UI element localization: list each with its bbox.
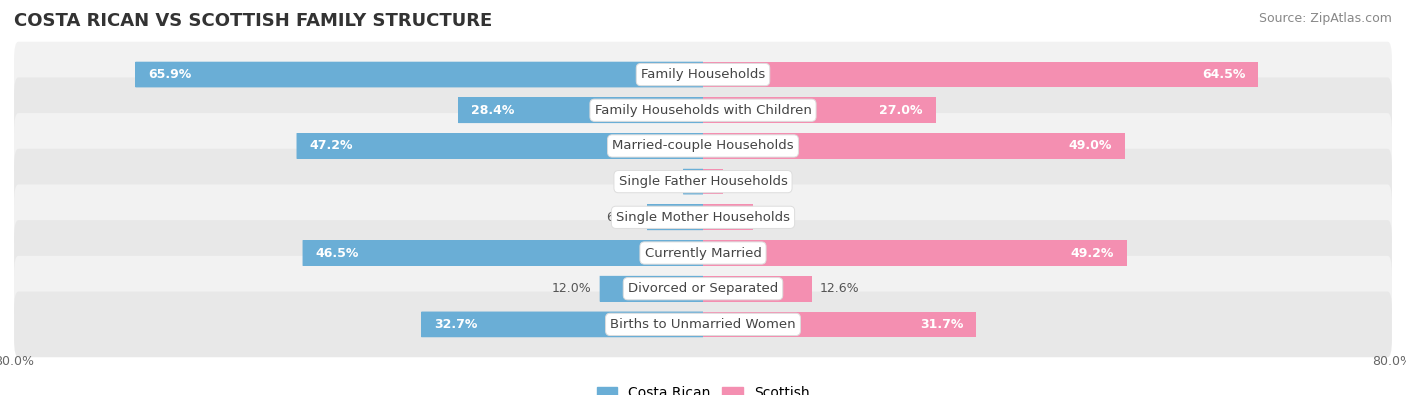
Text: Single Father Households: Single Father Households <box>619 175 787 188</box>
FancyBboxPatch shape <box>14 220 1392 286</box>
Bar <box>703 133 1125 159</box>
FancyBboxPatch shape <box>14 77 1392 143</box>
FancyBboxPatch shape <box>302 240 703 266</box>
Text: 12.0%: 12.0% <box>551 282 591 295</box>
Bar <box>135 62 703 87</box>
Text: 2.3%: 2.3% <box>643 175 675 188</box>
Text: 32.7%: 32.7% <box>434 318 478 331</box>
Bar <box>703 240 1126 266</box>
FancyBboxPatch shape <box>14 256 1392 322</box>
Text: 6.5%: 6.5% <box>606 211 638 224</box>
Text: Currently Married: Currently Married <box>644 246 762 260</box>
FancyBboxPatch shape <box>297 133 703 159</box>
Bar <box>703 62 1258 87</box>
Bar <box>297 133 703 159</box>
Text: 46.5%: 46.5% <box>315 246 359 260</box>
Bar <box>703 169 723 194</box>
Text: Births to Unmarried Women: Births to Unmarried Women <box>610 318 796 331</box>
Text: 31.7%: 31.7% <box>920 318 963 331</box>
FancyBboxPatch shape <box>647 205 703 230</box>
Bar <box>599 276 703 301</box>
FancyBboxPatch shape <box>135 62 703 87</box>
FancyBboxPatch shape <box>14 184 1392 250</box>
Text: COSTA RICAN VS SCOTTISH FAMILY STRUCTURE: COSTA RICAN VS SCOTTISH FAMILY STRUCTURE <box>14 12 492 30</box>
Text: Family Households: Family Households <box>641 68 765 81</box>
Text: 27.0%: 27.0% <box>879 104 922 117</box>
Bar <box>683 169 703 194</box>
Text: 49.0%: 49.0% <box>1069 139 1112 152</box>
Bar <box>458 98 703 123</box>
FancyBboxPatch shape <box>14 113 1392 179</box>
Text: 5.8%: 5.8% <box>762 211 793 224</box>
Bar <box>703 98 935 123</box>
Text: 49.2%: 49.2% <box>1070 246 1114 260</box>
FancyBboxPatch shape <box>683 169 703 194</box>
Text: 65.9%: 65.9% <box>149 68 191 81</box>
Bar <box>703 312 976 337</box>
Legend: Costa Rican, Scottish: Costa Rican, Scottish <box>591 381 815 395</box>
Text: Single Mother Households: Single Mother Households <box>616 211 790 224</box>
FancyBboxPatch shape <box>14 42 1392 107</box>
FancyBboxPatch shape <box>458 98 703 123</box>
Text: 12.6%: 12.6% <box>820 282 859 295</box>
FancyBboxPatch shape <box>14 149 1392 214</box>
Bar <box>647 205 703 230</box>
Text: Family Households with Children: Family Households with Children <box>595 104 811 117</box>
FancyBboxPatch shape <box>14 292 1392 357</box>
Text: 2.3%: 2.3% <box>731 175 763 188</box>
Text: 28.4%: 28.4% <box>471 104 515 117</box>
Text: Source: ZipAtlas.com: Source: ZipAtlas.com <box>1258 12 1392 25</box>
FancyBboxPatch shape <box>422 312 703 337</box>
Text: 47.2%: 47.2% <box>309 139 353 152</box>
Text: Married-couple Households: Married-couple Households <box>612 139 794 152</box>
Bar <box>422 312 703 337</box>
Text: 64.5%: 64.5% <box>1202 68 1246 81</box>
Text: Divorced or Separated: Divorced or Separated <box>628 282 778 295</box>
Bar <box>302 240 703 266</box>
FancyBboxPatch shape <box>599 276 703 301</box>
Bar <box>703 205 754 230</box>
Bar <box>703 276 811 301</box>
